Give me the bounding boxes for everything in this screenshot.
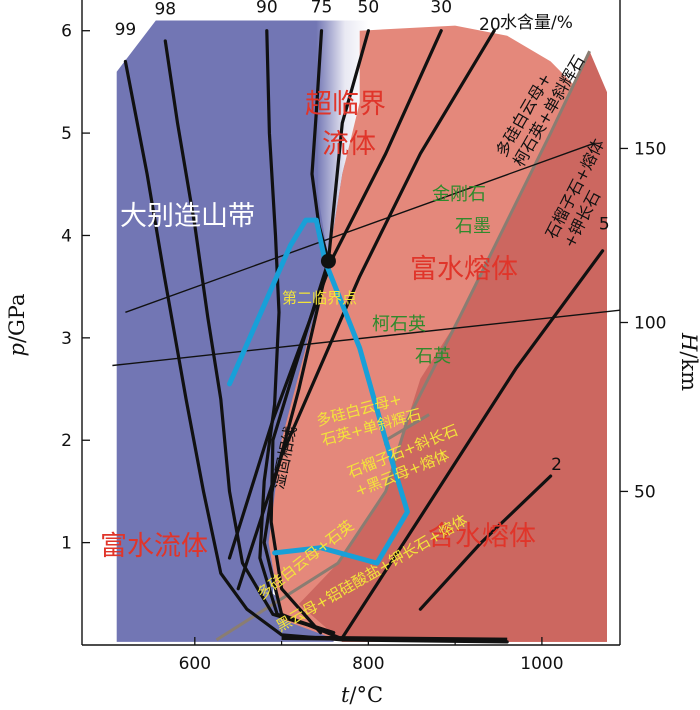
isopleth-label-98: 98 <box>154 0 176 19</box>
svg-text:t/°C: t/°C <box>341 683 383 707</box>
y2-axis-label: H/km <box>677 332 700 391</box>
isopleth-label-30: 30 <box>430 0 452 17</box>
rich-fluid-label: 富水流体 <box>100 531 208 562</box>
coesite-label: 柯石英 <box>372 314 426 335</box>
x-tick-label-800: 800 <box>352 654 384 674</box>
axis-ticks: 600 800 1000 1 2 3 4 5 6 50 100 150 <box>61 22 666 674</box>
supercritical-label-line2: 流体 <box>322 129 376 160</box>
second-critical-point-label: 第二临界点 <box>282 289 357 307</box>
region-fluid <box>116 20 351 642</box>
quartz-label: 石英 <box>415 346 451 367</box>
overlay <box>227 217 410 566</box>
isopleth-99 <box>123 59 509 644</box>
diamond-label: 金刚石 <box>432 184 486 205</box>
second-critical-point-marker <box>320 253 336 269</box>
isopleth-20 <box>236 29 496 591</box>
svg-text:H/km: H/km <box>677 332 700 391</box>
hydrous-melt-label: 含水熔体 <box>428 521 536 552</box>
dabie-orogen-label: 大别造山带 <box>120 201 255 232</box>
isopleth-label-75: 75 <box>311 0 333 17</box>
wet-solidus-line <box>215 50 591 642</box>
supercritical-label-line1: 超临界 <box>305 89 386 120</box>
water-content-title: 水含量/% <box>500 13 573 33</box>
y-axis-label: p/GPa <box>5 293 29 356</box>
x-tick-label-600: 600 <box>179 654 211 674</box>
dabie-pt-path <box>227 217 410 566</box>
isopleth-98 <box>163 39 336 635</box>
depth-line-1 <box>112 309 621 367</box>
depth-line-0 <box>125 142 595 313</box>
y-tick-label-6: 6 <box>61 22 72 42</box>
isopleth-5 <box>340 249 605 640</box>
isopleth-label-50: 50 <box>358 0 380 17</box>
isopleth-2 <box>418 474 553 611</box>
y2-tick-label-100: 100 <box>634 314 666 334</box>
isopleth-50 <box>262 29 370 641</box>
y-tick-label-1: 1 <box>61 534 72 554</box>
y2-tick-label-150: 150 <box>634 139 666 159</box>
y-tick-label-2: 2 <box>61 431 72 451</box>
y-tick-label-5: 5 <box>61 124 72 144</box>
x-tick-label-1000: 1000 <box>520 654 563 674</box>
isopleth-label-20: 20 <box>479 15 501 35</box>
isopleth-lines: 99 98 90 75 50 30 20 5 2 <box>112 0 621 644</box>
isopleth-label-2: 2 <box>551 455 562 475</box>
rich-melt-label: 富水熔体 <box>410 254 518 285</box>
y-tick-label-4: 4 <box>61 226 72 246</box>
isopleth-90 <box>258 29 336 635</box>
graphite-label: 石墨 <box>455 216 491 237</box>
isopleth-label-99: 99 <box>115 20 137 40</box>
isopleth-label-5: 5 <box>599 214 610 234</box>
svg-text:p/GPa: p/GPa <box>5 293 29 356</box>
y2-tick-label-50: 50 <box>634 482 656 502</box>
x-axis-label: t/°C <box>341 683 383 707</box>
y-tick-label-3: 3 <box>61 329 72 349</box>
isopleth-label-90: 90 <box>256 0 278 17</box>
